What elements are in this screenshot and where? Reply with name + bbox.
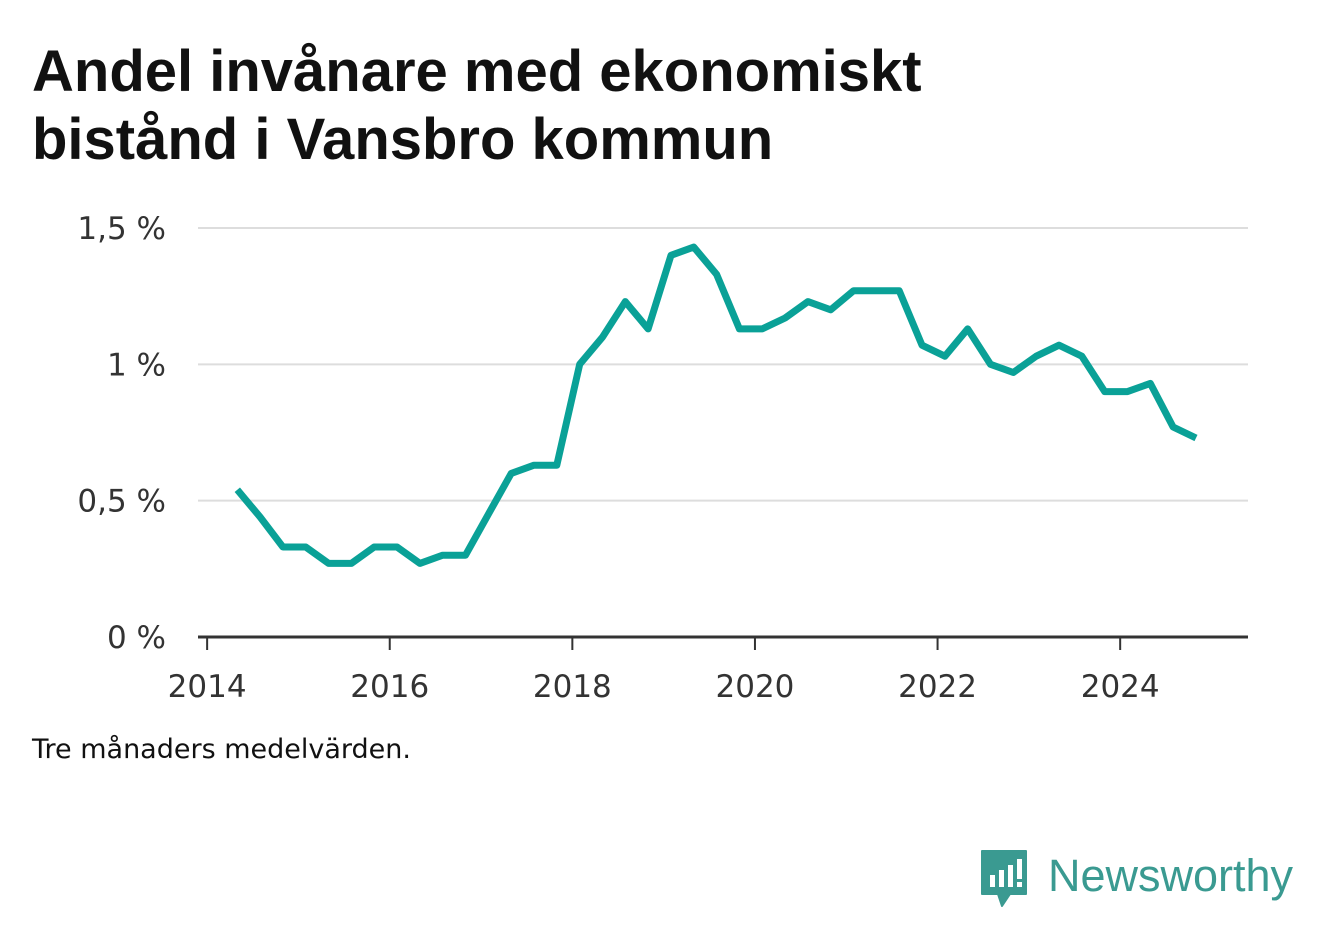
data-point xyxy=(576,361,583,368)
data-point xyxy=(873,287,880,294)
x-tick-label: 2016 xyxy=(350,669,429,705)
data-point xyxy=(394,544,401,551)
data-point xyxy=(782,314,789,321)
data-point xyxy=(713,271,720,278)
data-point xyxy=(485,511,492,518)
data-point xyxy=(1170,424,1177,431)
x-tick-label: 2024 xyxy=(1081,669,1160,705)
data-point xyxy=(622,298,629,305)
data-point xyxy=(1056,342,1063,349)
data-point xyxy=(1147,380,1154,387)
data-point xyxy=(325,560,332,567)
data-point xyxy=(234,486,241,493)
data-point xyxy=(439,552,446,559)
data-point xyxy=(1078,353,1085,360)
data-point xyxy=(508,470,515,477)
y-tick-label: 1 % xyxy=(107,347,166,383)
line-chart: 0 % 0,5 % 1 % 1,5 % 2014 2016 2018 2020 2022 2024 xyxy=(77,211,1248,705)
data-point xyxy=(416,560,423,567)
data-point xyxy=(759,325,766,332)
data-point xyxy=(462,552,469,559)
chart-note: Tre månaders medelvärden. xyxy=(32,734,411,765)
data-point xyxy=(919,342,926,349)
brand-logo: Newsworthy xyxy=(978,848,1293,912)
data-point xyxy=(531,462,538,469)
data-point xyxy=(987,361,994,368)
y-tick-label: 0,5 % xyxy=(77,484,166,520)
x-tick-label: 2020 xyxy=(716,669,795,705)
title-line-2: bistånd i Vansbro kommun xyxy=(32,107,774,172)
data-point xyxy=(553,462,560,469)
x-tick-label: 2014 xyxy=(168,669,247,705)
data-point xyxy=(964,325,971,332)
data-point xyxy=(279,544,286,551)
data-point xyxy=(690,244,697,251)
y-tick-label: 0 % xyxy=(107,620,166,656)
data-point xyxy=(896,287,903,294)
series-line xyxy=(234,243,1198,567)
data-point xyxy=(941,353,948,360)
newsworthy-logo-icon xyxy=(981,850,1027,907)
data-point xyxy=(1033,353,1040,360)
data-point xyxy=(1124,388,1131,395)
data-point xyxy=(850,287,857,294)
data-point xyxy=(645,325,652,332)
x-tick-label: 2022 xyxy=(898,669,977,705)
data-point xyxy=(667,252,674,259)
data-point xyxy=(348,560,355,567)
data-point xyxy=(804,298,811,305)
data-point xyxy=(302,544,309,551)
title-line-1: Andel invånare med ekonomiskt xyxy=(32,39,922,104)
data-point xyxy=(736,325,743,332)
y-tick-label: 1,5 % xyxy=(77,211,166,247)
brand-name: Newsworthy xyxy=(1048,850,1294,901)
data-point xyxy=(599,334,606,341)
data-point xyxy=(1192,434,1199,441)
data-point xyxy=(827,306,834,313)
chart-title: Andel invånare med ekonomiskt bistånd i … xyxy=(32,38,1232,174)
data-point xyxy=(1010,369,1017,376)
data-point xyxy=(371,544,378,551)
data-point xyxy=(257,514,264,521)
data-point xyxy=(1101,388,1108,395)
x-tick-label: 2018 xyxy=(533,669,612,705)
